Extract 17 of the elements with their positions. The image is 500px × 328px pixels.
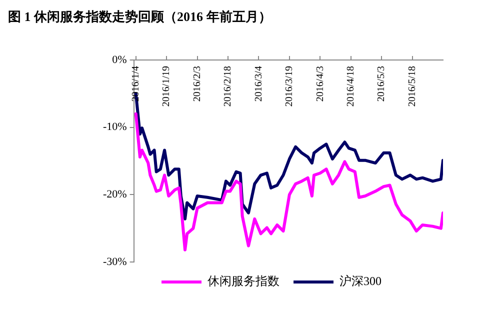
y-tick-label: -30%: [103, 256, 127, 268]
x-tick-label: 2016/4/3: [314, 66, 326, 102]
x-tick-label: 2016/3/19: [284, 66, 296, 107]
x-tick-label: 2016/1/4: [130, 66, 142, 102]
x-tick-label: 2016/1/19: [161, 66, 172, 107]
y-tick-label: -20%: [103, 188, 127, 201]
legend-label: 休闲服务指数: [208, 274, 280, 288]
x-tick-label: 2016/2/3: [192, 66, 203, 102]
x-tick-label: 2016/4/18: [345, 66, 356, 107]
legend-label: 沪深300: [340, 274, 382, 288]
chart-title: 图 1 休闲服务指数走势回顾（2016 年前五月）: [8, 8, 272, 26]
y-tick-label: -10%: [103, 121, 127, 134]
y-tick-label: 0%: [112, 54, 127, 66]
x-tick-label: 2016/5/18: [406, 66, 418, 107]
x-tick-label: 2016/5/3: [376, 66, 388, 102]
x-tick-label: 2016/2/18: [222, 66, 234, 107]
x-tick-label: 2016/3/4: [253, 66, 264, 102]
